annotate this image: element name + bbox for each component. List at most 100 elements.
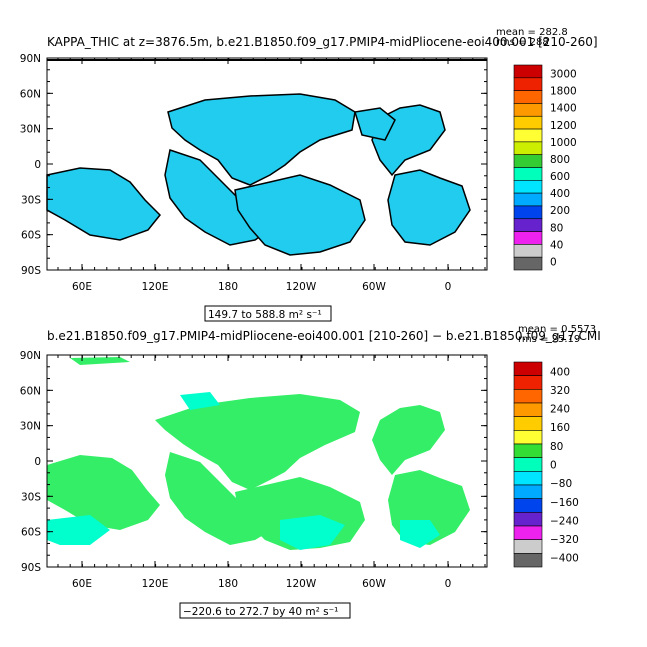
colorbar-swatch (513, 244, 543, 258)
y-tick-label: 60N (20, 385, 41, 397)
colorbar-swatch (513, 553, 543, 568)
colorbar-swatch (513, 389, 543, 404)
colorbar-label: −320 (550, 534, 579, 546)
y-tick-label: 90N (20, 53, 41, 65)
colorbar-swatch (513, 512, 543, 527)
y-tick-label: 30S (21, 194, 41, 206)
panel-top-range-label: 149.7 to 588.8 m² s⁻¹ (208, 309, 322, 321)
colorbar-swatch (513, 361, 543, 376)
colorbar-label: −160 (550, 497, 579, 509)
colorbar-swatch (513, 141, 543, 155)
panel-bottom-mean: mean = 0.5573 (518, 324, 596, 335)
x-tick-label: 0 (445, 281, 452, 293)
x-tick-label: 60E (72, 578, 92, 590)
colorbar-swatch (513, 471, 543, 486)
y-tick-label: 60N (20, 88, 41, 100)
map-top-ticks (47, 57, 487, 271)
colorbar-swatch (513, 180, 543, 194)
colorbar-swatch (513, 103, 543, 117)
colorbar-label: 320 (550, 385, 570, 397)
colorbar-swatch (513, 498, 543, 513)
x-tick-label: 180 (218, 578, 238, 590)
colorbar-swatch (513, 256, 543, 271)
colorbar-label: 160 (550, 422, 570, 434)
panel-bottom: b.e21.B1850.f09_g17.PMIP4-midPliocene-eo… (20, 324, 601, 619)
y-tick-label: 30N (20, 124, 41, 136)
y-tick-label: 60S (21, 527, 41, 539)
map-bottom-x-labels: 60E 120E 180 120W 60W 0 (72, 578, 451, 590)
x-tick-label: 120W (286, 578, 317, 590)
y-tick-label: 60S (21, 230, 41, 242)
map-top-y-labels: 90N 60N 30N 0 30S 60S 90S (20, 53, 42, 277)
colorbar-label: 400 (550, 188, 570, 200)
colorbar-label: 240 (550, 404, 570, 416)
map-bottom-y-labels: 90N 60N 30N 0 30S 60S 90S (20, 350, 42, 574)
map-top-ocean (46, 93, 471, 256)
colorbar-swatch (513, 430, 543, 445)
colorbar-swatch (513, 192, 543, 207)
colorbar-swatch (513, 416, 543, 431)
panel-bottom-range-box: −220.6 to 272.7 by 40 m² s⁻¹ (179, 602, 351, 619)
colorbar-swatch (513, 115, 543, 130)
colorbar-swatch (513, 128, 543, 143)
x-tick-label: 180 (218, 281, 238, 293)
colorbar-swatch (513, 64, 543, 79)
y-tick-label: 0 (34, 159, 41, 171)
colorbar-swatch (513, 484, 543, 499)
colorbar-swatch (513, 77, 543, 91)
x-tick-label: 0 (445, 578, 452, 590)
x-tick-label: 120W (286, 281, 317, 293)
colorbar-swatch (513, 539, 543, 554)
x-tick-label: 60W (362, 578, 386, 590)
colorbar-swatch (513, 154, 543, 168)
colorbar-label: −240 (550, 515, 579, 527)
panel-bottom-title: b.e21.B1850.f09_g17.PMIP4-midPliocene-eo… (47, 329, 601, 343)
colorbar-label: 1400 (550, 103, 577, 115)
y-tick-label: 30N (20, 421, 41, 433)
map-bottom-ocean-cyan (47, 392, 440, 550)
panel-bottom-range-label: −220.6 to 272.7 by 40 m² s⁻¹ (183, 606, 338, 618)
colorbar-swatch (513, 231, 543, 245)
colorbar-label: 0 (550, 256, 557, 268)
panel-top-rms: rms = 288 (496, 37, 549, 48)
y-tick-label: 0 (34, 456, 41, 468)
colorbar-label: 1200 (550, 120, 577, 132)
panel-top-mean: mean = 282.8 (496, 27, 568, 38)
colorbar-label: 200 (550, 205, 570, 217)
y-tick-label: 90S (21, 265, 41, 277)
colorbar-swatch (513, 525, 543, 540)
colorbar-label: 1800 (550, 86, 577, 98)
colorbar-swatch (513, 457, 543, 472)
x-tick-label: 60W (362, 281, 386, 293)
x-tick-label: 120E (142, 578, 169, 590)
colorbar-label: −80 (550, 478, 572, 490)
colorbar-swatch (513, 375, 543, 390)
map-bottom (46, 354, 488, 568)
x-tick-label: 120E (142, 281, 169, 293)
colorbar-swatch (513, 218, 543, 232)
y-tick-label: 30S (21, 491, 41, 503)
panel-top: KAPPA_THIC at z=3876.5m, b.e21.B1850.f09… (20, 27, 598, 322)
colorbar-swatch (513, 205, 543, 220)
colorbar-swatch (513, 167, 543, 181)
colorbar-label: 80 (550, 441, 563, 453)
colorbar-label: 80 (550, 222, 563, 234)
panel-top-title: KAPPA_THIC at z=3876.5m, b.e21.B1850.f09… (47, 35, 598, 49)
colorbar-label: 400 (550, 366, 570, 378)
colorbar-swatch (513, 402, 543, 417)
colorbar-label: 0 (550, 460, 557, 472)
y-tick-label: 90S (21, 562, 41, 574)
colorbar-label: 600 (550, 171, 570, 183)
colorbar-label: 800 (550, 154, 570, 166)
map-top (46, 57, 488, 271)
colorbar-label: 3000 (550, 69, 577, 81)
panel-bottom-rms: rms = 25.19 (518, 334, 580, 345)
colorbar-label: 1000 (550, 137, 577, 149)
colorbar-swatch (513, 443, 543, 458)
panel-top-range-box: 149.7 to 588.8 m² s⁻¹ (204, 305, 332, 322)
map-bottom-ticks (47, 354, 487, 568)
y-tick-label: 90N (20, 350, 41, 362)
x-tick-label: 60E (72, 281, 92, 293)
